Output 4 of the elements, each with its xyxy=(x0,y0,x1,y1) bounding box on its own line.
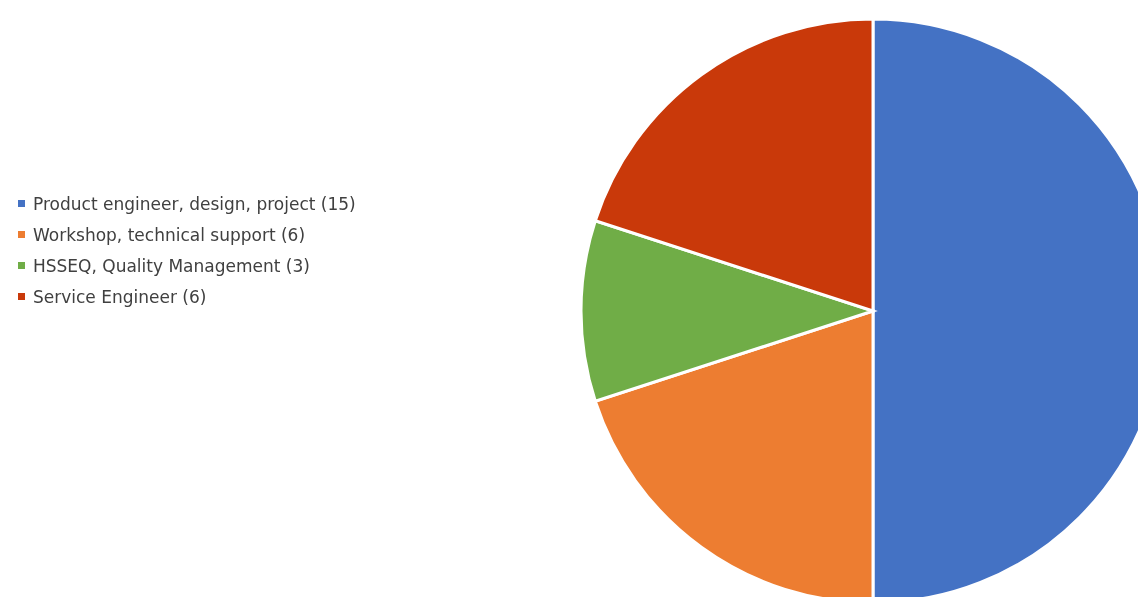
legend-label: HSSEQ, Quality Management (3) xyxy=(33,255,310,276)
legend-label: Workshop, technical support (6) xyxy=(33,224,306,245)
legend-label: Product engineer, design, project (15) xyxy=(33,193,356,214)
legend-label: Service Engineer (6) xyxy=(33,286,207,307)
